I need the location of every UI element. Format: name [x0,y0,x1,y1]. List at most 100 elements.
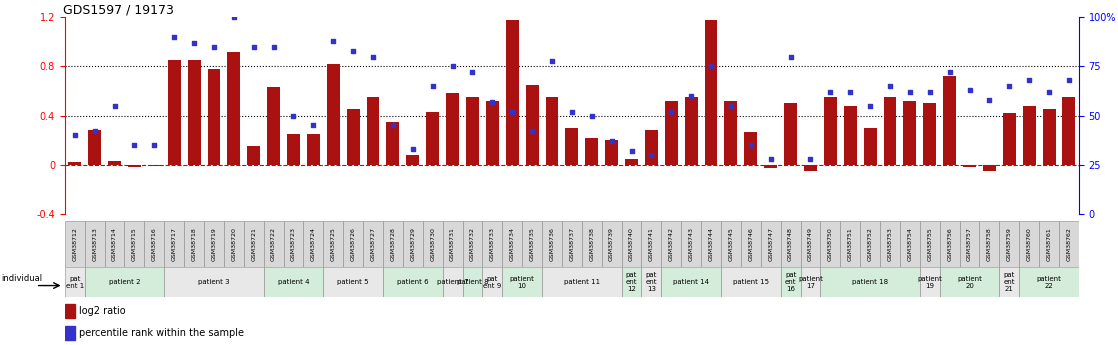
Text: patient 6: patient 6 [397,279,428,285]
Bar [68,162,82,165]
Bar [164,267,264,297]
Bar [85,267,164,297]
Text: GSM38721: GSM38721 [252,227,256,261]
Point [960,87,978,93]
Bar [780,267,800,297]
Text: GSM38748: GSM38748 [788,227,793,261]
Point [742,142,760,148]
Text: GSM38757: GSM38757 [967,227,972,261]
Text: GSM38718: GSM38718 [191,227,197,261]
Bar [525,85,539,165]
Bar [863,128,877,165]
Bar [979,221,999,267]
Bar [522,221,542,267]
Bar [1062,97,1076,165]
Bar [303,221,323,267]
Point [901,89,919,95]
Point [603,138,620,144]
Point [1021,77,1039,83]
Bar [65,326,75,340]
Text: GSM38753: GSM38753 [888,227,892,261]
Bar [622,221,642,267]
Bar [267,87,281,165]
Point [424,83,442,89]
Bar [662,267,721,297]
Bar [127,165,141,167]
Bar [323,221,343,267]
Text: patient 4: patient 4 [277,279,310,285]
Text: GSM38728: GSM38728 [390,227,396,261]
Bar [85,221,105,267]
Point [1060,77,1078,83]
Text: GSM38716: GSM38716 [152,227,157,261]
Text: GSM38759: GSM38759 [1007,227,1012,261]
Bar [168,60,181,165]
Point [781,54,799,59]
Bar [1020,267,1079,297]
Text: GSM38724: GSM38724 [311,227,316,261]
Point [761,156,779,161]
Bar [244,221,264,267]
Point [165,34,183,40]
Text: individual: individual [1,274,42,283]
Text: GSM38755: GSM38755 [927,227,932,261]
Bar [562,221,581,267]
Text: patient 14: patient 14 [673,279,709,285]
Text: GSM38739: GSM38739 [609,227,614,261]
Bar [502,221,522,267]
Bar [326,64,340,165]
Bar [983,165,996,171]
Text: GSM38741: GSM38741 [648,227,654,261]
Bar [662,221,681,267]
Point [582,113,600,118]
Bar [124,221,144,267]
Bar [466,97,479,165]
Bar [423,221,443,267]
Point [1001,83,1018,89]
Text: patient 2: patient 2 [108,279,140,285]
Bar [443,221,463,267]
Text: GSM38733: GSM38733 [490,227,495,261]
Text: GSM38729: GSM38729 [410,227,415,261]
Bar [1023,106,1035,165]
Bar [940,267,999,297]
Text: patient 15: patient 15 [732,279,769,285]
Bar [426,112,439,165]
Bar [224,221,244,267]
Bar [883,97,897,165]
Text: GSM38732: GSM38732 [470,227,475,261]
Text: GSM38713: GSM38713 [92,227,97,261]
Text: GSM38736: GSM38736 [549,227,555,261]
Point [285,113,303,118]
Bar [1059,221,1079,267]
Text: GSM38758: GSM38758 [987,227,992,261]
Bar [999,267,1020,297]
Bar [741,221,760,267]
Bar [486,101,499,165]
Bar [367,97,379,165]
Point [881,83,899,89]
Point [186,40,203,46]
Bar [860,221,880,267]
Bar [684,97,698,165]
Bar [963,165,976,167]
Text: GSM38744: GSM38744 [709,227,713,261]
Bar [387,122,399,165]
Bar [959,221,979,267]
Point [364,54,382,59]
Point [245,44,263,49]
Text: GSM38738: GSM38738 [589,227,595,261]
Bar [383,267,443,297]
Bar [1020,221,1039,267]
Bar [821,221,841,267]
Bar [402,221,423,267]
Bar [284,221,303,267]
Bar [800,221,821,267]
Bar [247,146,260,165]
Text: GSM38745: GSM38745 [729,227,733,261]
Bar [323,267,383,297]
Bar [800,267,821,297]
Text: GSM38750: GSM38750 [827,227,833,261]
Bar [920,267,940,297]
Text: GDS1597 / 19173: GDS1597 / 19173 [63,3,173,16]
